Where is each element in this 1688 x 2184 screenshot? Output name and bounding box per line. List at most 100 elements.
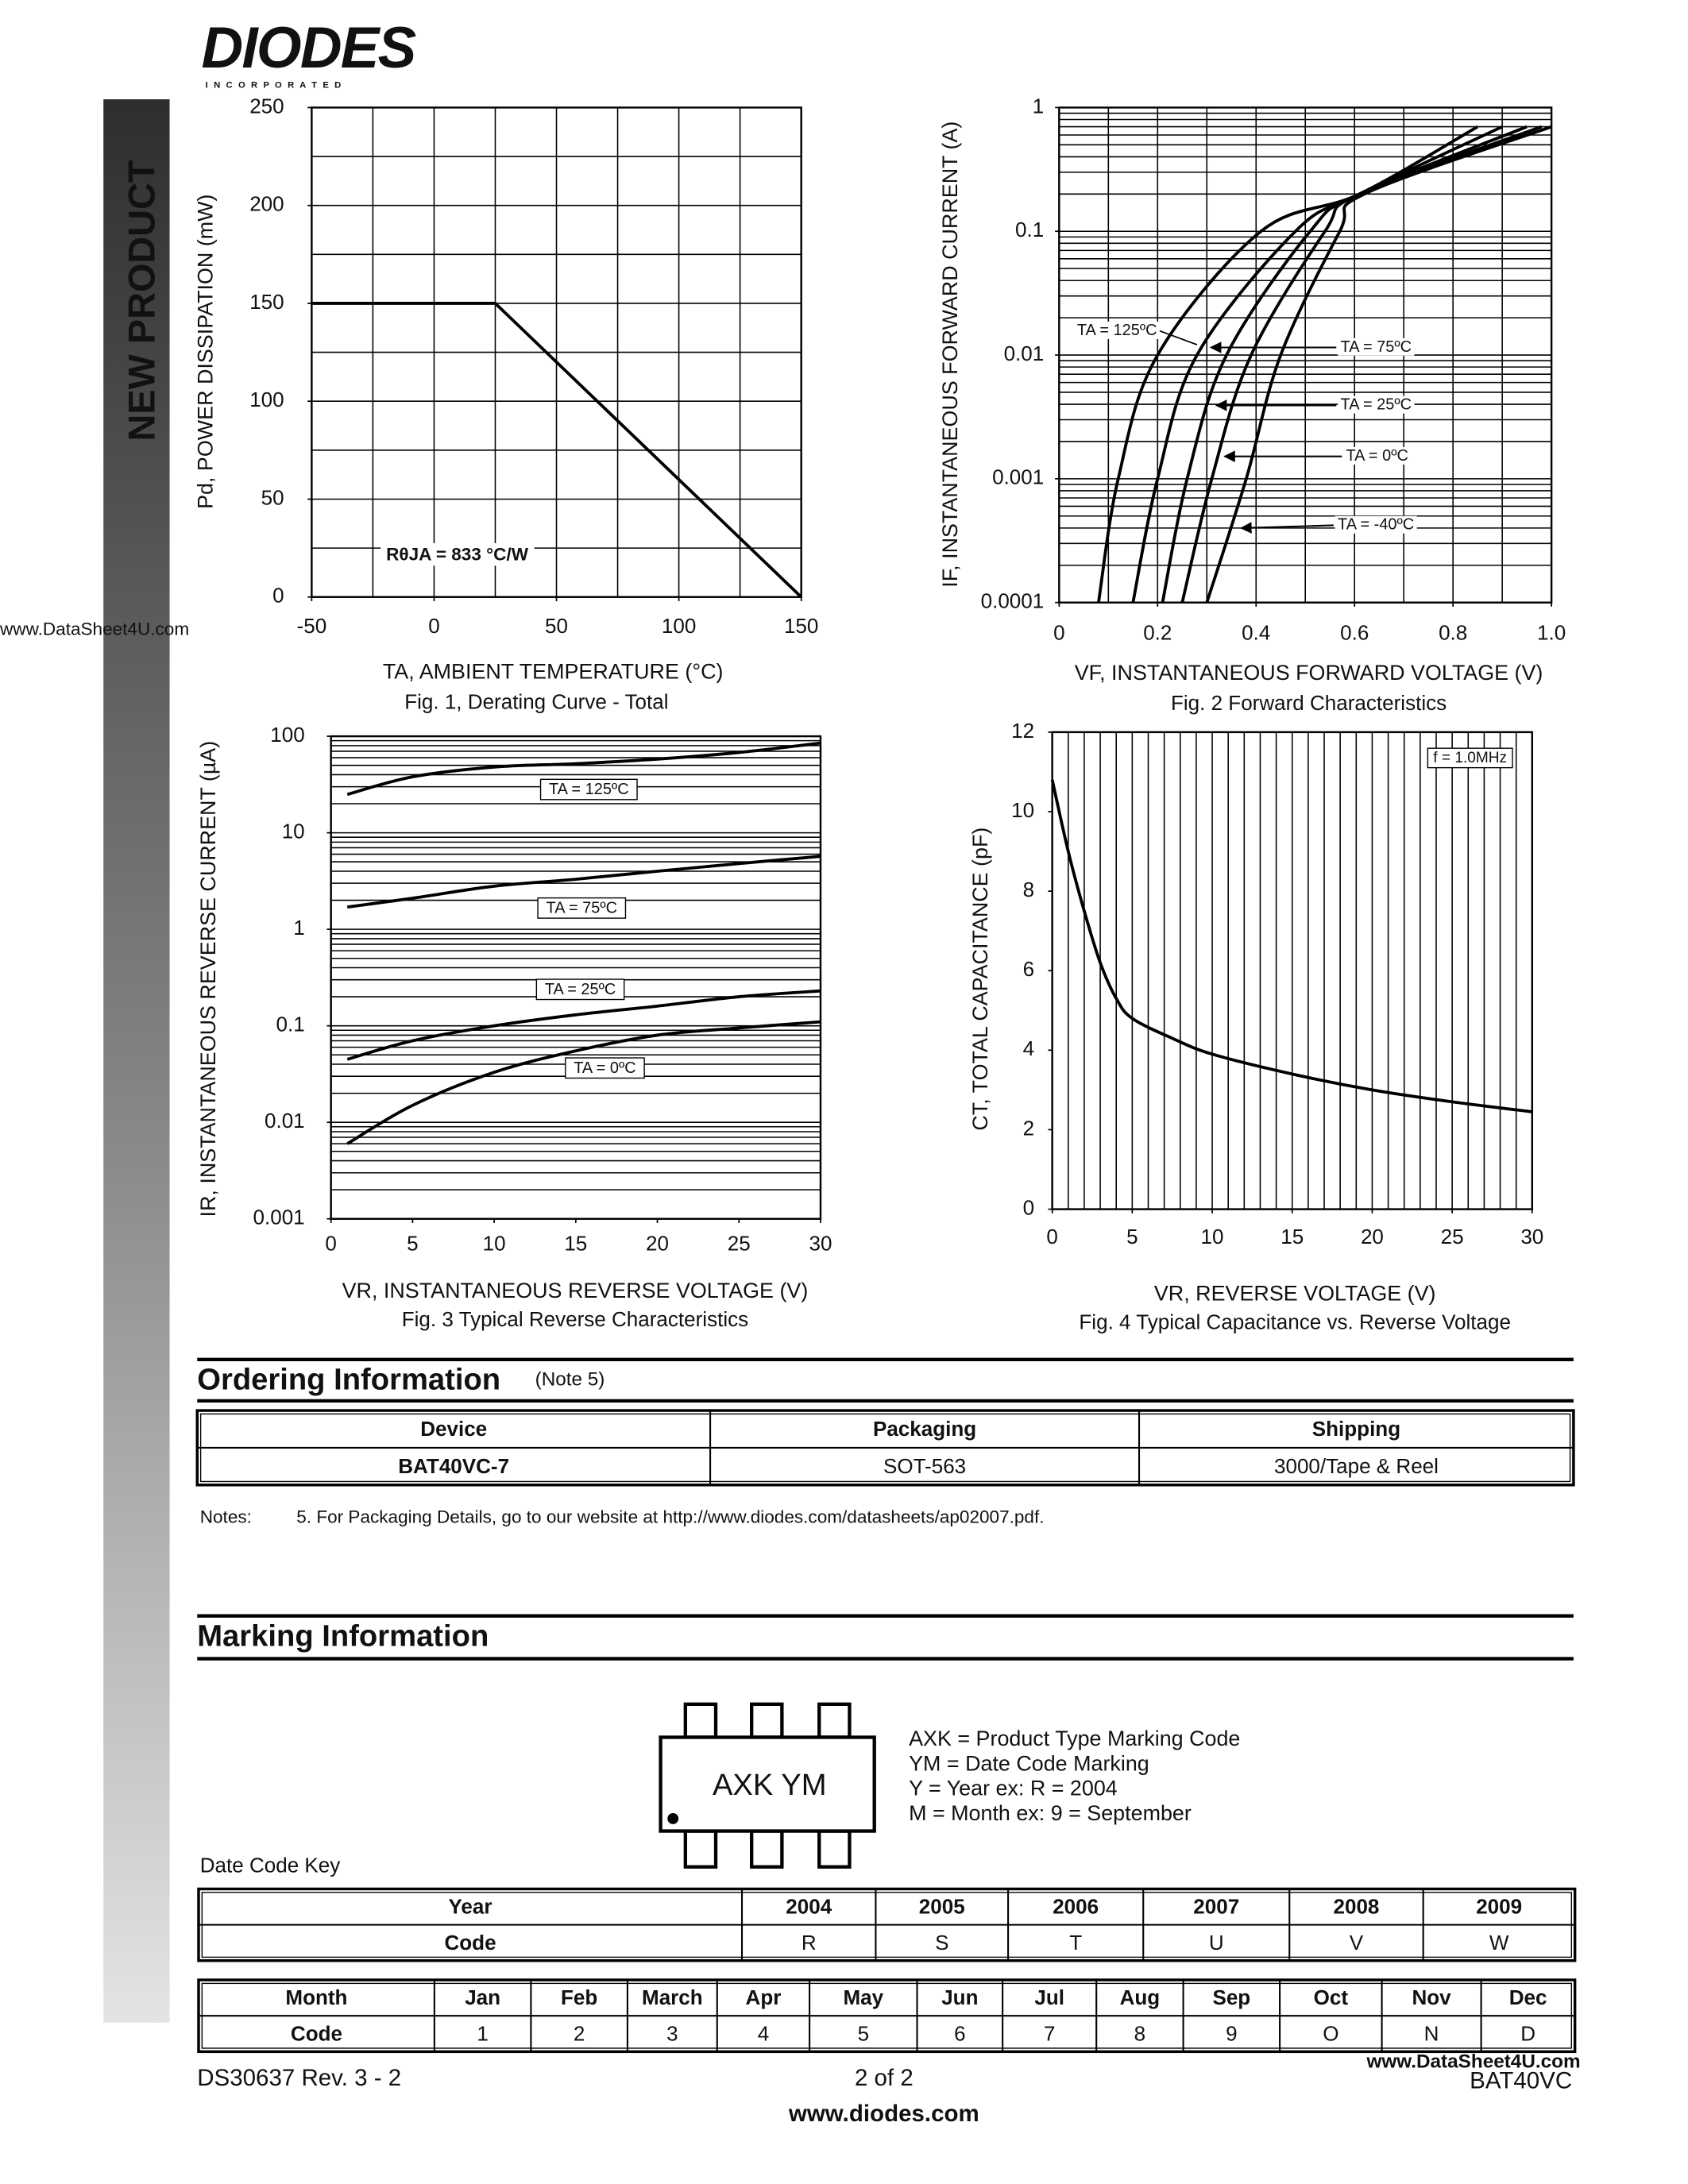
x-tick-label: -50 xyxy=(297,614,327,638)
year-table-cell: Code xyxy=(444,1931,496,1954)
data-line xyxy=(346,989,821,1061)
date-code-key: Date Code Key xyxy=(200,1854,341,1877)
x-tick-label: 10 xyxy=(1201,1225,1224,1248)
data-line xyxy=(1205,125,1552,604)
x-tick-label: 30 xyxy=(1520,1225,1543,1248)
data-line xyxy=(311,302,803,599)
chip-pin xyxy=(683,1702,718,1739)
figure-caption: Fig. 2 Forward Characteristics xyxy=(1171,691,1447,715)
month-table-cell: 4 xyxy=(758,2021,769,2045)
watermark: www.DataSheet4U.com xyxy=(0,619,189,639)
marking-legend: Y = Year ex: R = 2004 xyxy=(909,1777,1118,1800)
series-label: TA = 25ºC xyxy=(1340,396,1412,414)
x-axis-title: VR, INSTANTANEOUS REVERSE VOLTAGE (V) xyxy=(342,1279,809,1302)
month-table-cell: Apr xyxy=(746,1985,782,2009)
month-table-cell: 6 xyxy=(954,2021,965,2045)
y-tick-label: 6 xyxy=(1023,957,1034,981)
data-line xyxy=(346,855,821,909)
chip-pin xyxy=(817,1702,852,1739)
year-table-cell: 2004 xyxy=(786,1895,832,1919)
section-title: Ordering Information xyxy=(197,1363,500,1397)
year-table-cell: 2009 xyxy=(1476,1895,1522,1919)
x-tick-label: 0.4 xyxy=(1242,620,1270,644)
y-tick-label: 100 xyxy=(249,388,284,411)
month-table-cell: Jan xyxy=(465,1985,500,2009)
section-title: Marking Information xyxy=(197,1619,489,1653)
series-label-bg xyxy=(1074,321,1161,339)
footer-doc: DS30637 Rev. 3 - 2 xyxy=(197,2065,401,2091)
y-tick-label: 10 xyxy=(282,819,305,843)
month-table-cell: D xyxy=(1520,2021,1535,2045)
x-tick-label: 0 xyxy=(1046,1225,1057,1248)
month-table-cell: Month xyxy=(285,1985,347,2009)
watermark: www.DataSheet4U.com xyxy=(1365,2051,1580,2073)
series-label-box xyxy=(539,778,638,801)
month-table-cell: 1 xyxy=(477,2021,488,2045)
y-axis-title: CT, TOTAL CAPACITANCE (pF) xyxy=(968,828,992,1131)
year-table-cell: S xyxy=(935,1931,948,1954)
x-tick-label: 30 xyxy=(809,1232,832,1256)
month-table-cell: Sep xyxy=(1212,1985,1250,2009)
month-table-cell: Feb xyxy=(561,1985,597,2009)
y-tick-label: 0 xyxy=(272,584,284,608)
annotation-box xyxy=(380,542,535,566)
notes-label: Notes: xyxy=(200,1507,252,1526)
month-table-cell: Jul xyxy=(1034,1985,1064,2009)
month-table-cell: May xyxy=(843,1985,883,2009)
figure-caption: Fig. 3 Typical Reverse Characteristics xyxy=(402,1307,748,1331)
x-tick-label: 1.0 xyxy=(1537,620,1566,644)
y-tick-label: 0 xyxy=(1023,1195,1034,1219)
annotation: RθJA = 833 °C/W xyxy=(386,545,529,565)
x-tick-label: 5 xyxy=(1126,1225,1138,1248)
month-table-cell: N xyxy=(1424,2021,1439,2045)
y-tick-label: 150 xyxy=(249,290,284,314)
y-tick-label: 250 xyxy=(249,94,284,118)
arrow xyxy=(1240,522,1334,534)
x-tick-label: 0 xyxy=(1053,620,1064,644)
x-tick-label: 0 xyxy=(428,614,439,638)
data-line xyxy=(1097,125,1479,603)
month-table-cell: Aug xyxy=(1120,1985,1161,2009)
month-table-cell: Nov xyxy=(1412,1985,1451,2009)
note-ref: (Note 5) xyxy=(535,1368,605,1390)
series-label-box xyxy=(535,978,625,1001)
chip-pin xyxy=(750,1702,784,1739)
chip-body xyxy=(659,1735,876,1833)
year-table-cell: T xyxy=(1069,1931,1082,1954)
year-table-cell: V xyxy=(1350,1931,1364,1954)
data-line xyxy=(1180,125,1543,604)
marking-legend: M = Month ex: 9 = September xyxy=(909,1801,1192,1825)
marking-legend: YM = Date Code Marking xyxy=(909,1751,1149,1775)
month-table-cell: March xyxy=(642,1985,703,2009)
series-label: TA = 0ºC xyxy=(574,1059,635,1077)
annotation: f = 1.0MHz xyxy=(1433,750,1507,766)
y-tick-label: 50 xyxy=(261,485,284,509)
month-table-cell: Dec xyxy=(1509,1985,1547,2009)
x-tick-label: 20 xyxy=(1361,1225,1384,1248)
y-tick-label: 0.1 xyxy=(276,1013,304,1036)
y-axis-title: IF, INSTANTANEOUS FORWARD CURRENT (A) xyxy=(938,122,962,588)
month-table-cell: Oct xyxy=(1314,1985,1349,2009)
sidebar xyxy=(103,99,170,2023)
y-tick-label: 100 xyxy=(270,723,304,747)
year-table-cell: 2006 xyxy=(1053,1895,1099,1919)
month-table-cell: Jun xyxy=(941,1985,978,2009)
series-label: TA = 25ºC xyxy=(545,981,616,998)
year-table-cell: U xyxy=(1209,1931,1224,1954)
note-text: 5. For Packaging Details, go to our webs… xyxy=(296,1507,1044,1526)
y-tick-label: 0.001 xyxy=(253,1206,305,1229)
year-table-cell: 2007 xyxy=(1193,1895,1239,1919)
y-tick-label: 1 xyxy=(293,916,304,940)
series-label: TA = 125ºC xyxy=(549,781,629,798)
y-tick-label: 0.01 xyxy=(1004,341,1045,365)
annotation-box xyxy=(1427,747,1513,769)
ordering-table-cell: 3000/Tape & Reel xyxy=(1274,1454,1439,1478)
y-tick-label: 0.01 xyxy=(265,1109,305,1133)
series-label-bg xyxy=(1335,515,1417,534)
x-tick-label: 0 xyxy=(325,1232,336,1256)
footer-url: www.diodes.com xyxy=(788,2101,979,2127)
plot-frame xyxy=(330,735,822,1220)
month-table-cell: 8 xyxy=(1134,2021,1145,2045)
data-line xyxy=(346,1020,821,1145)
